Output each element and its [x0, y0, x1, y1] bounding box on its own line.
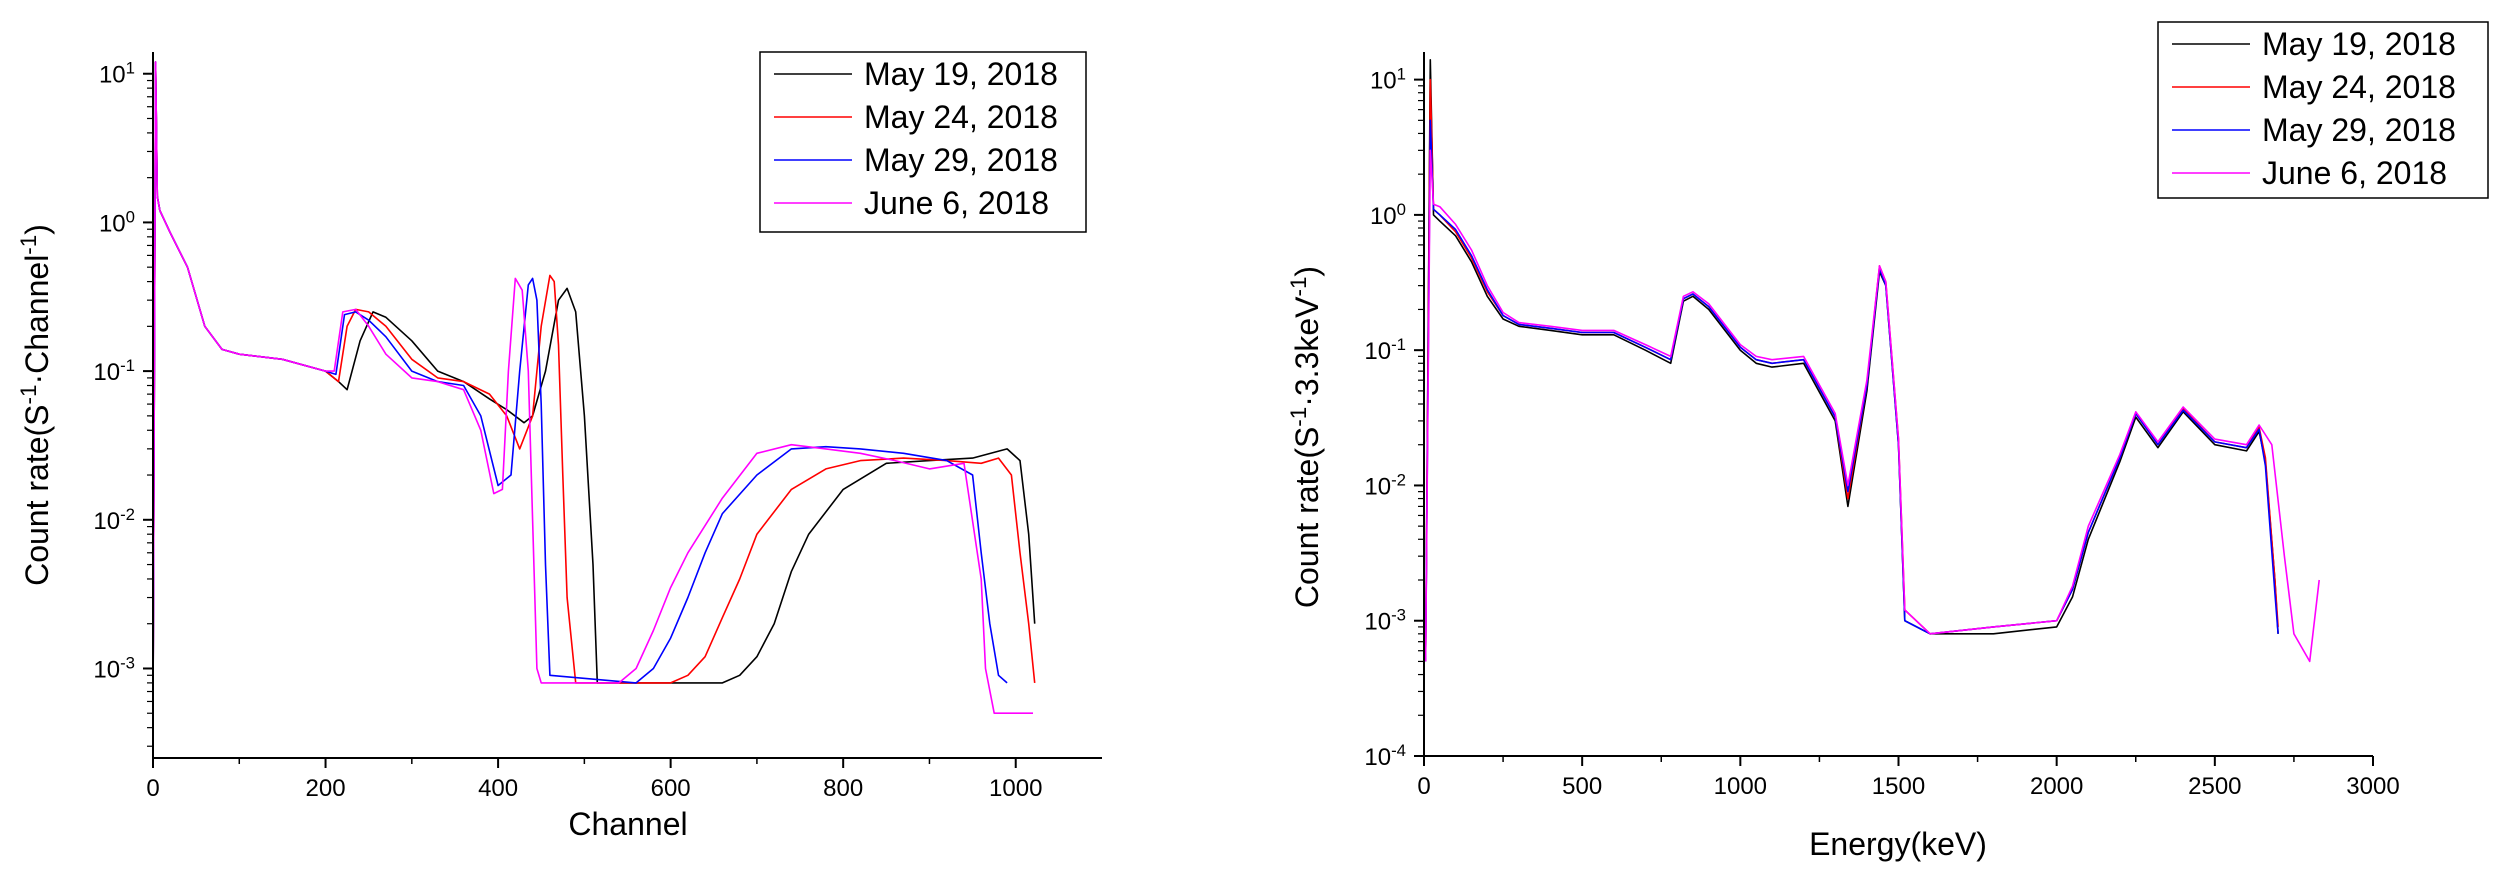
x-axis-title: Energy(keV) — [1809, 826, 1987, 862]
x-tick-label: 500 — [1562, 773, 1602, 800]
x-tick-label: 1000 — [989, 775, 1042, 802]
legend-label: June 6, 2018 — [864, 185, 1049, 221]
y-tick-label: 10-2 — [93, 504, 135, 535]
y-tick-label: 100 — [1370, 199, 1406, 230]
y-tick-label: 10-4 — [1364, 741, 1406, 772]
series-group — [1424, 58, 2320, 663]
y-axis-title: Count rate(S-1·3.3keV-1) — [1286, 266, 1326, 608]
x-tick-label: 0 — [1417, 773, 1430, 800]
legend-box — [2157, 21, 2489, 199]
x-tick-label: 1000 — [1714, 773, 1767, 800]
chart-panel-1: 0 200 400 600 800 1000 10-3 10-2 10-1 100 101 Chann… — [16, 51, 1102, 842]
y-axis-title: Count rate(S-1·Channel-1) — [16, 224, 56, 586]
legend-label: May 19, 2018 — [2262, 26, 2456, 62]
y-tick-label: 10-1 — [93, 356, 135, 387]
chart-panel-2: 0 500 1000 1500 2000 2500 3000 10-4 10-3 10-2 10-1… — [1286, 21, 2489, 862]
x-tick-label: 600 — [651, 775, 691, 802]
series-line-4 — [153, 61, 1033, 715]
y-tick-label: 101 — [1370, 64, 1406, 95]
series-line-4 — [1424, 149, 2320, 663]
x-tick-label: 3000 — [2346, 773, 2399, 800]
y-tick-label: 100 — [99, 207, 135, 238]
legend-label: May 29, 2018 — [864, 142, 1058, 178]
legend-label: May 19, 2018 — [864, 56, 1058, 92]
legend: May 19, 2018 May 24, 2018 May 29, 2018 June… — [2157, 21, 2489, 199]
x-tick-label: 400 — [478, 775, 518, 802]
x-tick-label: 2000 — [2030, 773, 2083, 800]
y-tick-label: 10-1 — [1364, 335, 1406, 366]
series-line-1 — [1424, 58, 2279, 662]
x-tick-label: 1500 — [1872, 773, 1925, 800]
legend-label: May 24, 2018 — [864, 99, 1058, 135]
series-group — [153, 61, 1036, 715]
legend-label: May 29, 2018 — [2262, 112, 2456, 148]
x-tick-label: 200 — [306, 775, 346, 802]
legend-box — [759, 51, 1087, 233]
y-tick-label: 10-3 — [1364, 605, 1406, 636]
y-tick-label: 10-3 — [93, 653, 135, 684]
series-line-3 — [1424, 119, 2279, 662]
y-tick-label: 10-2 — [1364, 470, 1406, 501]
x-tick-label: 800 — [823, 775, 863, 802]
series-line-2 — [1424, 78, 2279, 662]
y-tick-label: 101 — [99, 58, 135, 89]
x-axis-title: Channel — [568, 806, 687, 842]
x-tick-label: 0 — [146, 775, 159, 802]
x-tick-label: 2500 — [2188, 773, 2241, 800]
legend-label: June 6, 2018 — [2262, 155, 2447, 191]
legend-label: May 24, 2018 — [2262, 69, 2456, 105]
legend: May 19, 2018 May 24, 2018 May 29, 2018 June… — [759, 51, 1087, 233]
